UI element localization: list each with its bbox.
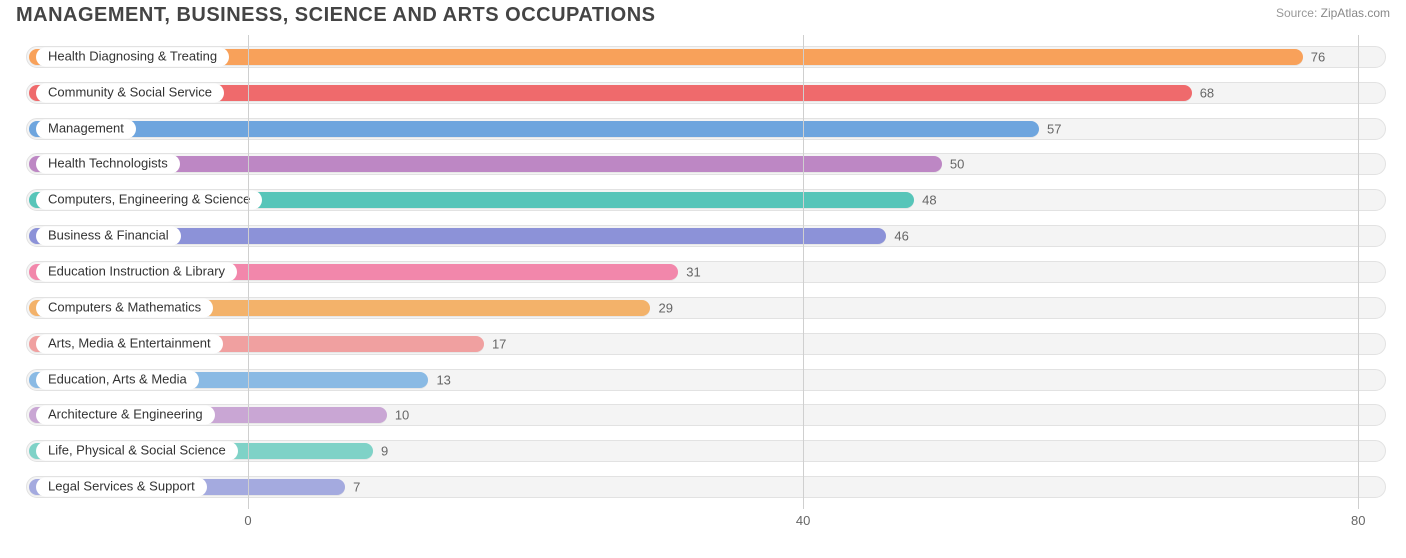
bar-row: Community & Social Service 68: [26, 80, 1386, 106]
chart-title: MANAGEMENT, BUSINESS, SCIENCE AND ARTS O…: [16, 4, 655, 27]
plot-area: Health Diagnosing & Treating 76 Community …: [26, 35, 1386, 509]
bar-row: Health Technologists 50: [26, 151, 1386, 177]
bar-value-label: 17: [492, 336, 506, 351]
bar-row: Education Instruction & Library 31: [26, 259, 1386, 285]
bar-label-pill: Management: [36, 119, 136, 138]
bar-value-label: 29: [658, 300, 672, 315]
bar-label-pill: Community & Social Service: [36, 83, 224, 102]
bar-value-label: 10: [395, 408, 409, 423]
bar-row: Health Diagnosing & Treating 76: [26, 44, 1386, 70]
bar-label-pill: Education Instruction & Library: [36, 262, 237, 281]
bar-row: Architecture & Engineering 10: [26, 402, 1386, 428]
bar-value-label: 46: [894, 229, 908, 244]
bar-value-label: 7: [353, 480, 360, 495]
bar-row: Computers, Engineering & Science 48: [26, 187, 1386, 213]
gridline: [248, 35, 249, 509]
bar-value-label: 9: [381, 444, 388, 459]
bar-label-pill: Architecture & Engineering: [36, 406, 215, 425]
bar-value-label: 48: [922, 193, 936, 208]
x-tick-label: 80: [1351, 513, 1365, 528]
bar-rows: Health Diagnosing & Treating 76 Community …: [26, 35, 1386, 509]
bar-row: Life, Physical & Social Science 9: [26, 438, 1386, 464]
bar-label-pill: Life, Physical & Social Science: [36, 442, 238, 461]
bar-value-label: 50: [950, 157, 964, 172]
bar-fill: [29, 121, 1039, 137]
gridline: [803, 35, 804, 509]
bar-row: Education, Arts & Media 13: [26, 367, 1386, 393]
x-tick-label: 0: [244, 513, 251, 528]
bar-label-pill: Education, Arts & Media: [36, 370, 199, 389]
bar-value-label: 13: [436, 372, 450, 387]
bar-row: Legal Services & Support 7: [26, 474, 1386, 500]
bar-row: Business & Financial 46: [26, 223, 1386, 249]
x-axis: 0 40 80: [26, 513, 1386, 533]
source-label: Source:: [1276, 6, 1317, 20]
chart-container: MANAGEMENT, BUSINESS, SCIENCE AND ARTS O…: [0, 0, 1406, 558]
source-attribution: Source: ZipAtlas.com: [1276, 4, 1390, 20]
bar-value-label: 57: [1047, 121, 1061, 136]
gridline: [1358, 35, 1359, 509]
bar-value-label: 76: [1311, 49, 1325, 64]
bar-label-pill: Health Technologists: [36, 155, 180, 174]
x-tick-label: 40: [796, 513, 810, 528]
bar-label-pill: Business & Financial: [36, 227, 181, 246]
bar-label-pill: Arts, Media & Entertainment: [36, 334, 223, 353]
bar-row: Arts, Media & Entertainment 17: [26, 331, 1386, 357]
bar-label-pill: Health Diagnosing & Treating: [36, 47, 229, 66]
bar-row: Management 57: [26, 116, 1386, 142]
bar-value-label: 68: [1200, 85, 1214, 100]
bar-label-pill: Computers, Engineering & Science: [36, 191, 262, 210]
chart-header: MANAGEMENT, BUSINESS, SCIENCE AND ARTS O…: [10, 4, 1396, 29]
bar-label-pill: Computers & Mathematics: [36, 298, 213, 317]
bar-row: Computers & Mathematics 29: [26, 295, 1386, 321]
bar-label-pill: Legal Services & Support: [36, 478, 207, 497]
chart-body: Health Diagnosing & Treating 76 Community …: [10, 29, 1396, 539]
source-site: ZipAtlas.com: [1321, 6, 1390, 20]
bar-value-label: 31: [686, 264, 700, 279]
